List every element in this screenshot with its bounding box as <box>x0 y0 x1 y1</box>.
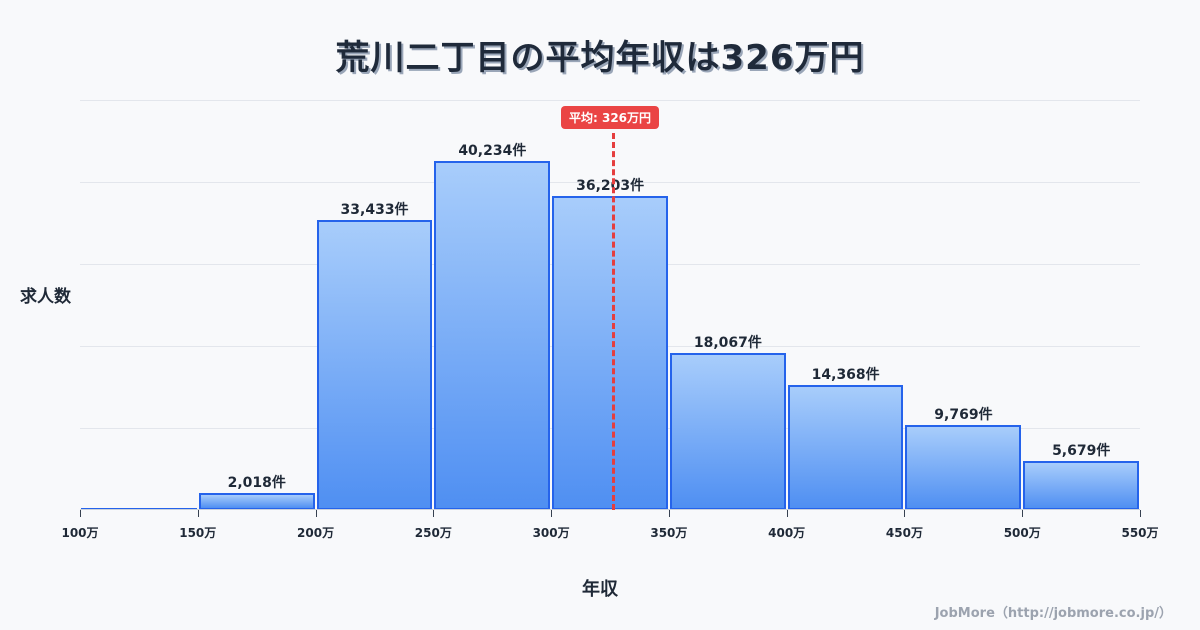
x-tick-label: 550万 <box>1121 526 1159 540</box>
x-tick <box>551 510 553 517</box>
x-tick <box>315 510 317 517</box>
x-tick-label: 100万 <box>61 526 99 540</box>
x-tick <box>1022 510 1024 517</box>
bar-value-label: 36,203件 <box>576 178 645 195</box>
x-tick-label: 200万 <box>297 526 335 540</box>
histogram-bar <box>552 196 668 510</box>
y-axis-label: 求人数 <box>20 287 71 307</box>
x-axis-title: 年収 <box>582 579 618 600</box>
gridline <box>80 182 1140 183</box>
gridline <box>80 100 1140 101</box>
plot-area: 2,018件 33,433件 40,234件 36,203件 18,067件 14,368… <box>80 100 1140 510</box>
x-tick <box>433 510 435 517</box>
chart-title: 荒川二丁目の平均年収は326万円 <box>335 38 865 78</box>
x-tick-label: 500万 <box>1003 526 1041 540</box>
mean-badge: 平均: 326万円 <box>561 106 660 129</box>
x-tick <box>904 510 906 517</box>
x-tick <box>1140 510 1141 517</box>
x-tick-label: 450万 <box>885 526 923 540</box>
bar-value-label: 2,018件 <box>227 474 286 491</box>
x-tick <box>197 510 199 517</box>
x-tick <box>668 510 670 517</box>
histogram-bar <box>198 492 315 510</box>
bar-value-label: 14,368件 <box>811 367 880 384</box>
histogram-bar <box>1023 460 1139 510</box>
x-tick-label: 250万 <box>414 526 452 540</box>
bar-value-label: 5,679件 <box>1052 442 1111 459</box>
histogram-bar <box>434 161 551 510</box>
bar-value-label: 40,234件 <box>458 143 527 160</box>
histogram-bar <box>787 385 904 510</box>
x-tick <box>786 510 788 517</box>
x-tick-label: 400万 <box>768 526 806 540</box>
bar-value-label: 33,433件 <box>340 202 409 219</box>
x-tick-label: 150万 <box>179 526 217 540</box>
histogram-bar <box>669 353 786 510</box>
bar-value-label: 18,067件 <box>693 335 762 352</box>
x-tick-label: 300万 <box>532 526 570 540</box>
mean-line <box>612 133 615 510</box>
x-tick <box>80 510 81 517</box>
x-axis-baseline <box>80 509 1140 510</box>
bar-value-label: 9,769件 <box>934 407 993 424</box>
histogram-bar <box>905 425 1022 510</box>
x-tick-label: 350万 <box>650 526 688 540</box>
credit-text: JobMore（http://jobmore.co.jp/） <box>934 606 1172 621</box>
histogram-bar <box>316 220 433 510</box>
